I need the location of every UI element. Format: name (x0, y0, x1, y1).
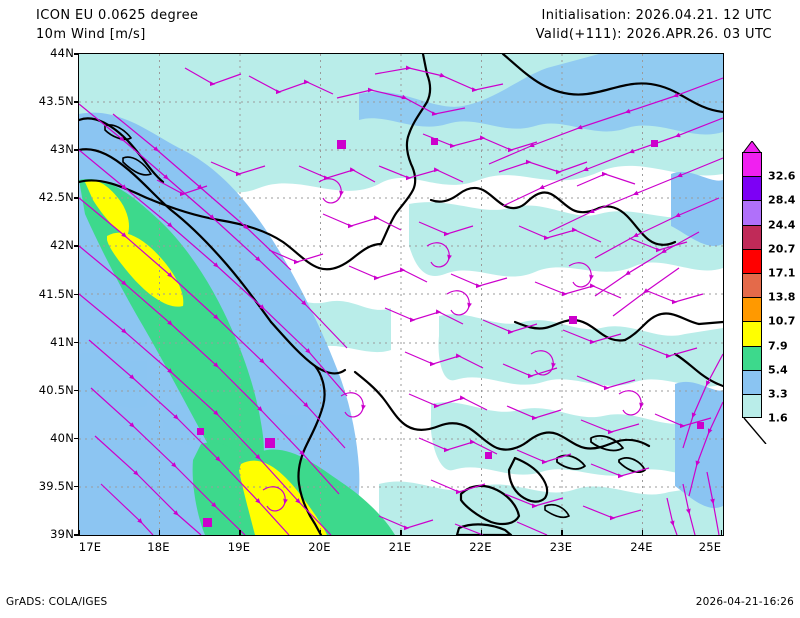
footer-credit: GrADS: COLA/IGES (6, 596, 108, 608)
latitude-tick-mark (74, 245, 79, 247)
colorbar-tick-label: 28.4 (768, 193, 796, 207)
latitude-tick-mark (74, 534, 79, 536)
longitude-tick-label: 20E (308, 540, 331, 554)
colorbar-tick-label: 7.9 (768, 339, 788, 353)
latitude-tick-label: 43.5N (38, 94, 74, 109)
longitude-tick-label: 22E (469, 540, 492, 554)
latitude-tick-mark (74, 149, 79, 151)
latitude-tick-label: 41N (50, 334, 74, 349)
colorbar-min-tail (743, 418, 767, 444)
map-plot-area (78, 53, 724, 536)
latitude-tick-mark (74, 197, 79, 199)
latitude-tick-mark (74, 53, 79, 55)
longitude-tick-mark (158, 530, 160, 536)
colorbar-band (742, 272, 762, 298)
longitude-axis: 17E 18E 19E 20E 21E 22E 23E 24E 25E (78, 530, 722, 558)
colorbar-tick-label: 10.7 (768, 314, 796, 328)
latitude-tick-label: 42.5N (38, 190, 74, 205)
colorbar-tick-label: 24.4 (768, 218, 796, 232)
colorbar-band (742, 345, 762, 370)
colorbar-band (742, 321, 762, 346)
longitude-tick-label: 19E (227, 540, 251, 554)
colorbar-tick-label: 17.1 (768, 266, 796, 280)
longitude-tick-label: 21E (388, 540, 412, 554)
colorbar-band (742, 248, 762, 273)
wind-streamlines (79, 65, 723, 535)
colorbar-max-arrow (742, 141, 762, 153)
field-title: 10m Wind [m/s] (36, 27, 146, 42)
longitude-tick-label: 17E (78, 540, 102, 554)
longitude-tick-mark (720, 530, 722, 536)
latitude-tick-label: 40N (50, 430, 74, 445)
longitude-tick-mark (239, 530, 241, 536)
latitude-tick-mark (74, 389, 79, 392)
colorbar-band (742, 224, 762, 249)
colorbar-band (742, 152, 762, 177)
latitude-tick-label: 42N (50, 238, 74, 253)
longitude-tick-label: 24E (630, 540, 653, 554)
latitude-axis: 44N 43.5N 43N 42.5N 42N 41.5N 41N 40.5N 40N 39.5N… (0, 46, 79, 541)
initialisation-label: Initialisation: 2026.04.21. 12 UTC (541, 8, 772, 23)
colorbar-band (742, 369, 762, 394)
latitude-tick-mark (74, 341, 79, 344)
latitude-tick-mark (74, 485, 79, 488)
colorbar-tick-label: 1.6 (768, 411, 788, 425)
colorbar-tick-label: 5.4 (768, 363, 788, 377)
colorbar-tick-label: 3.3 (768, 387, 788, 401)
model-title: ICON EU 0.0625 degree (36, 8, 199, 23)
latitude-tick-label: 41.5N (38, 286, 74, 301)
latitude-tick-mark (74, 101, 79, 103)
longitude-tick-mark (400, 530, 402, 536)
latitude-tick-mark (74, 293, 79, 295)
longitude-tick-mark (78, 530, 80, 536)
colorbar-band (742, 393, 762, 419)
valid-time-label: Valid(+111): 2026.APR.26. 03 UTC (535, 27, 772, 42)
latitude-tick-label: 44N (50, 46, 74, 60)
station-markers (197, 138, 704, 527)
longitude-tick-mark (641, 530, 643, 536)
longitude-tick-mark (319, 530, 321, 536)
latitude-tick-label: 43N (50, 142, 74, 157)
footer-timestamp: 2026-04-21-16:26 (695, 596, 794, 608)
longitude-tick-label: 25E (698, 540, 722, 554)
latitude-tick-label: 39N (50, 527, 74, 541)
header-left: ICON EU 0.0625 degree 10m Wind [m/s] (36, 6, 198, 44)
colorbar-tick-label: 32.6 (768, 169, 796, 183)
colorbar-tick-label: 20.7 (768, 242, 796, 256)
latitude-tick-mark (74, 437, 79, 440)
longitude-tick-label: 18E (147, 540, 170, 554)
colorbar-band (742, 200, 762, 225)
latitude-tick-label: 40.5N (38, 382, 74, 397)
weather-map-canvas (79, 54, 723, 535)
longitude-tick-mark (480, 530, 482, 536)
latitude-tick-label: 39.5N (38, 478, 74, 493)
colorbar-tick-label: 13.8 (768, 290, 796, 304)
colorbar-band (742, 176, 762, 201)
colorbar-labels: 32.6 28.4 24.4 20.7 17.1 13.8 10.7 7.9 5.4 3.3 1.6 (742, 152, 800, 425)
longitude-tick-mark (561, 530, 563, 536)
colorbar-scale (742, 152, 762, 419)
longitude-tick-label: 23E (549, 540, 573, 554)
header-right: Initialisation: 2026.04.21. 12 UTC Valid… (536, 6, 772, 44)
colorbar-band (742, 297, 762, 322)
